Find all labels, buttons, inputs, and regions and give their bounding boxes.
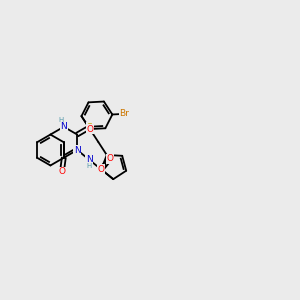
Text: O: O (58, 167, 65, 176)
Text: N: N (74, 146, 81, 154)
Text: N: N (60, 122, 67, 131)
Text: O: O (98, 165, 105, 174)
Text: H: H (87, 163, 92, 169)
Text: S: S (87, 123, 92, 132)
Text: O: O (86, 124, 93, 134)
Text: O: O (106, 154, 113, 164)
Text: Br: Br (119, 110, 129, 118)
Text: N: N (86, 155, 93, 164)
Text: H: H (58, 117, 64, 123)
